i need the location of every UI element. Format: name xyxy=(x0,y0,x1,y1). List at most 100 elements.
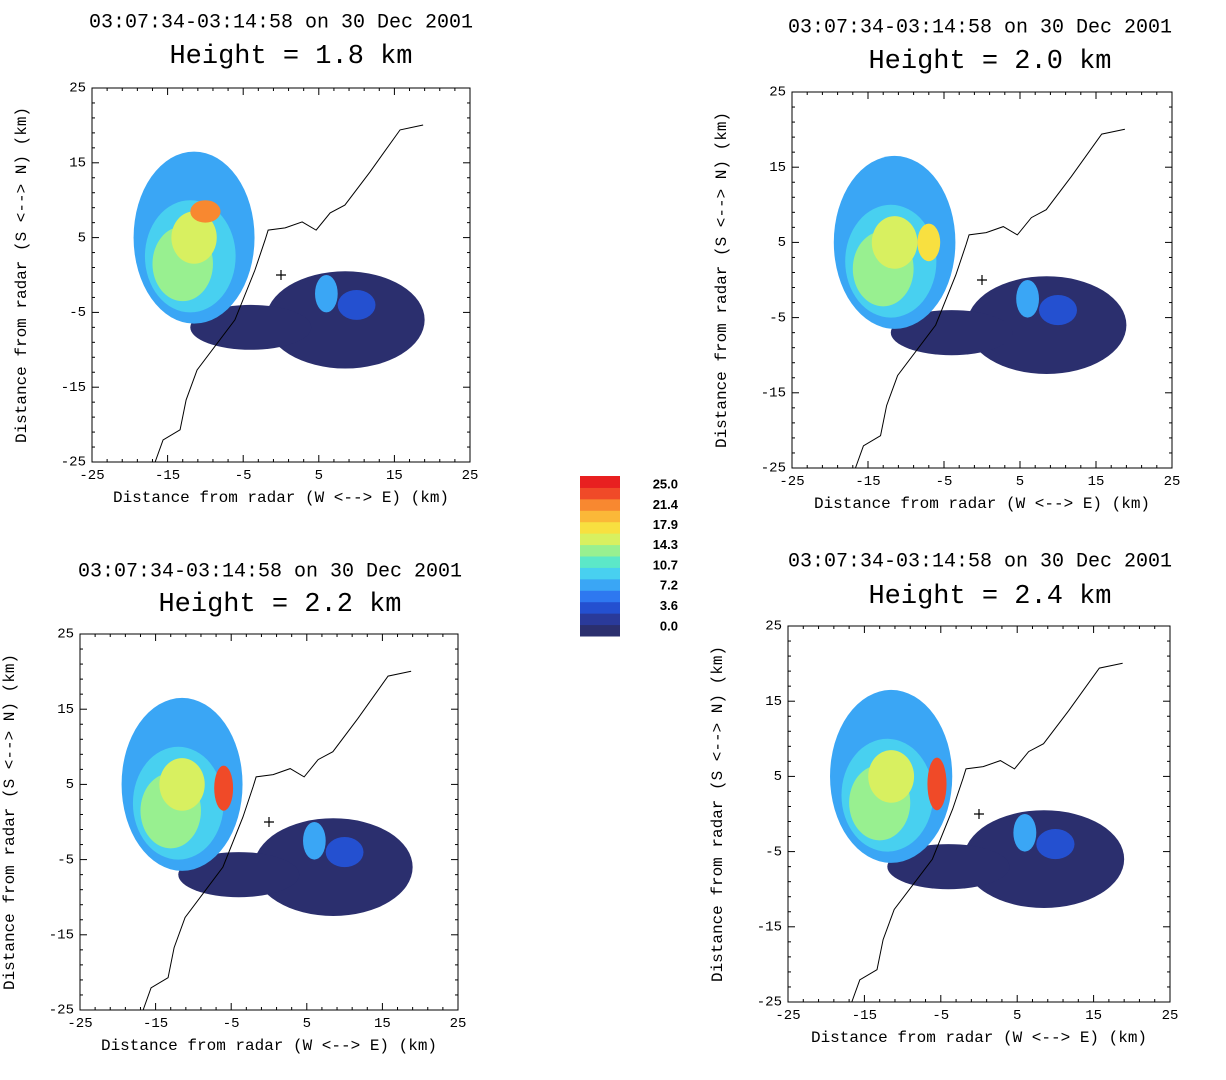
echo-region xyxy=(1036,829,1075,860)
panel-subtitle: Height = 2.2 km xyxy=(158,590,401,620)
y-tick-label: -25 xyxy=(757,995,782,1011)
echo-region xyxy=(265,271,425,369)
echo-region xyxy=(1016,280,1039,318)
echo-region xyxy=(214,765,234,811)
panel-title: 03:07:34-03:14:58 on 30 Dec 2001 xyxy=(89,11,473,34)
panel-title: 03:07:34-03:14:58 on 30 Dec 2001 xyxy=(78,560,462,583)
x-tick-label: -15 xyxy=(852,1008,877,1024)
plot-frame xyxy=(787,625,1171,1003)
y-tick-label: -5 xyxy=(769,310,786,326)
echo-region xyxy=(325,837,364,868)
y-tick-label: -25 xyxy=(761,461,786,477)
colorbar-band xyxy=(580,567,620,580)
echo-region xyxy=(159,758,205,811)
radar-marker xyxy=(264,817,274,827)
x-tick-label: -15 xyxy=(143,1016,168,1032)
panel-title: 03:07:34-03:14:58 on 30 Dec 2001 xyxy=(788,550,1172,573)
y-tick-label: 25 xyxy=(57,627,74,643)
y-tick-label: 5 xyxy=(78,230,86,246)
x-tick-label: -5 xyxy=(235,468,252,484)
y-axis-label: Distance from radar (S <--> N) (km) xyxy=(13,107,31,443)
colorbar-label: 25.0 xyxy=(653,476,678,491)
colorbar-label: 14.3 xyxy=(653,537,678,552)
colorbar-band xyxy=(580,533,620,546)
x-tick-label: 15 xyxy=(1088,474,1105,490)
plot-frame xyxy=(791,91,1173,469)
y-tick-label: -15 xyxy=(761,386,786,402)
colorbar-band xyxy=(580,498,620,511)
colorbar-band xyxy=(580,544,620,557)
x-tick-label: 5 xyxy=(315,468,323,484)
echo-region xyxy=(303,822,326,860)
echo-region xyxy=(917,223,941,262)
radar-marker xyxy=(276,270,286,280)
colorbar-band xyxy=(580,510,620,523)
colorbar-label: 10.7 xyxy=(653,558,678,573)
colorbar-band xyxy=(580,613,620,626)
x-tick-label: -5 xyxy=(936,474,953,490)
x-tick-label: -15 xyxy=(855,474,880,490)
x-tick-label: 25 xyxy=(1162,1008,1179,1024)
colorbar-band xyxy=(580,590,620,603)
x-tick-label: 5 xyxy=(303,1016,311,1032)
echo-region xyxy=(868,750,915,803)
colorbar-label: 21.4 xyxy=(653,497,679,512)
echo-region xyxy=(963,810,1125,908)
echo-region xyxy=(1039,295,1077,326)
echo-region xyxy=(253,818,413,916)
x-tick-label: -25 xyxy=(79,468,104,484)
x-tick-label: 25 xyxy=(450,1016,467,1032)
colorbar-label: 0.0 xyxy=(660,618,678,633)
x-tick-label: -25 xyxy=(775,1008,800,1024)
plot-frame xyxy=(91,87,471,463)
panel-title: 03:07:34-03:14:58 on 30 Dec 2001 xyxy=(788,16,1172,39)
colorbar-label: 17.9 xyxy=(653,517,678,532)
colorbar-label: 7.2 xyxy=(660,578,678,593)
echo-region xyxy=(927,757,947,811)
echo-region xyxy=(190,200,221,223)
x-tick-label: -15 xyxy=(155,468,180,484)
radar-marker xyxy=(974,809,984,819)
x-axis-label: Distance from radar (W <--> E) (km) xyxy=(101,1037,437,1055)
x-axis-label: Distance from radar (W <--> E) (km) xyxy=(814,495,1150,513)
colorbar-band xyxy=(580,476,620,488)
y-tick-label: 15 xyxy=(765,694,782,710)
colorbar-label: 3.6 xyxy=(660,598,678,613)
echo-region xyxy=(1013,814,1037,852)
y-tick-label: -15 xyxy=(61,380,86,396)
y-tick-label: -25 xyxy=(49,1003,74,1019)
x-tick-label: -5 xyxy=(223,1016,240,1032)
y-tick-label: 25 xyxy=(69,81,86,97)
y-tick-label: -25 xyxy=(61,455,86,471)
x-tick-label: 15 xyxy=(386,468,403,484)
x-tick-label: 15 xyxy=(1085,1008,1102,1024)
y-tick-label: 25 xyxy=(769,85,786,101)
y-tick-label: 15 xyxy=(69,156,86,172)
colorbar-band xyxy=(580,624,620,637)
y-axis-label: Distance from radar (S <--> N) (km) xyxy=(713,112,731,448)
x-tick-label: 15 xyxy=(374,1016,391,1032)
y-tick-label: 5 xyxy=(774,769,782,785)
coastline xyxy=(154,124,424,463)
panel-subtitle: Height = 2.4 km xyxy=(868,582,1111,612)
y-axis-label: Distance from radar (S <--> N) (km) xyxy=(1,654,19,990)
y-tick-label: 5 xyxy=(778,235,786,251)
coastline xyxy=(142,670,412,1011)
y-tick-label: -5 xyxy=(69,305,86,321)
y-tick-label: -5 xyxy=(57,852,74,868)
y-tick-label: -15 xyxy=(49,928,74,944)
x-tick-label: 5 xyxy=(1013,1008,1021,1024)
x-tick-label: 25 xyxy=(462,468,479,484)
coastline xyxy=(851,662,1123,1003)
colorbar-band xyxy=(580,556,620,568)
x-tick-label: -25 xyxy=(779,474,804,490)
colorbar-band xyxy=(580,487,620,500)
colorbar-band xyxy=(580,521,620,534)
y-tick-label: 15 xyxy=(769,160,786,176)
y-axis-label: Distance from radar (S <--> N) (km) xyxy=(709,646,727,982)
echo-region xyxy=(315,275,338,313)
echo-region xyxy=(871,216,918,269)
echo-region xyxy=(171,211,217,264)
colorbar-band xyxy=(580,578,620,591)
